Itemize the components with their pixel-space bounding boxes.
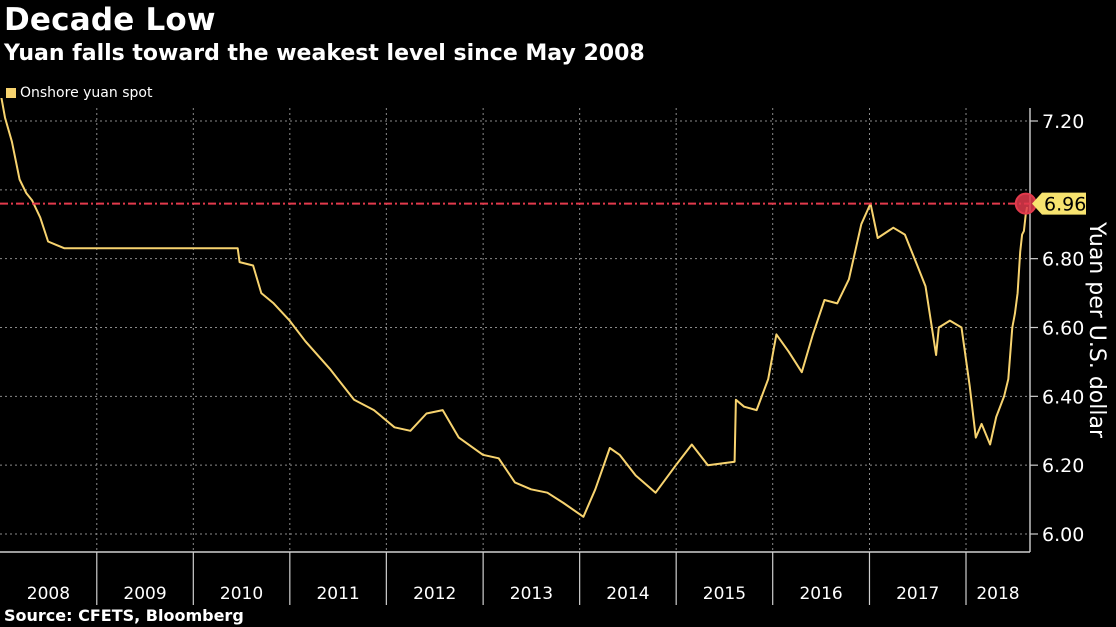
x-tick-label: 2011 (316, 584, 359, 604)
y-tick-label: 6.80 (1042, 249, 1084, 271)
x-tick-label: 2012 (413, 584, 456, 604)
legend: Onshore yuan spot (6, 85, 152, 101)
legend-label: Onshore yuan spot (20, 85, 153, 101)
x-tick-label: 2015 (703, 584, 746, 604)
y-tick-label: 6.60 (1042, 318, 1084, 340)
source-note: Source: CFETS, Bloomberg (4, 606, 244, 625)
chart-subtitle: Yuan falls toward the weakest level sinc… (4, 41, 645, 66)
y-tick-label: 7.20 (1042, 111, 1084, 133)
y-tick-label: 6.00 (1042, 524, 1084, 546)
x-tick-label: 2017 (896, 584, 939, 604)
y-tick-label: 6.40 (1042, 386, 1084, 408)
reference-callout: 6.96 (1032, 192, 1086, 216)
x-tick-label: 2009 (123, 584, 166, 604)
y-tick-label: 6.20 (1042, 455, 1084, 477)
x-tick-label: 2013 (510, 584, 553, 604)
legend-swatch (6, 88, 16, 98)
x-tick-label: 2008 (27, 584, 70, 604)
x-tick-label: 2010 (220, 584, 263, 604)
x-tick-label: 2018 (976, 584, 1019, 604)
y-axis-label: Yuan per U.S. dollar (1084, 221, 1109, 439)
x-tick-label: 2014 (606, 584, 649, 604)
callout-box (1032, 192, 1086, 215)
series-line-onshore-yuan (0, 98, 1029, 518)
x-tick-label: 2016 (799, 584, 842, 604)
chart-title: Decade Low (4, 2, 216, 38)
callout-label: 6.96 (1044, 194, 1086, 216)
